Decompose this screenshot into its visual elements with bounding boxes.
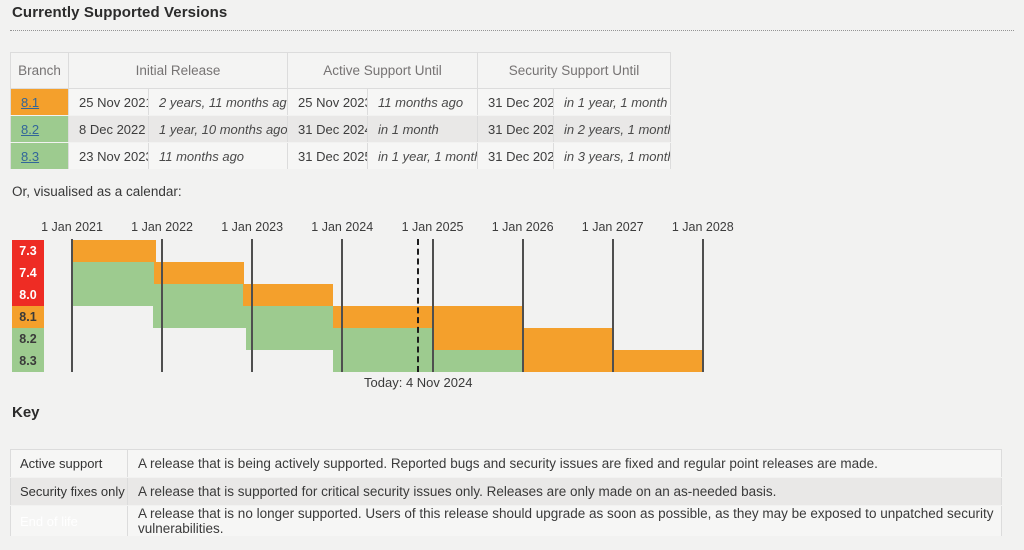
key-row: Active support A release that is being ac… — [10, 449, 1002, 478]
version-label-7.3: 7.3 — [12, 240, 44, 262]
version-label-7.4: 7.4 — [12, 262, 44, 284]
security-support-date-cell: 31 Dec 2027 — [477, 142, 554, 170]
active-support-relative-cell: in 1 year, 1 month — [367, 142, 478, 170]
active-support-bar — [72, 262, 154, 284]
year-gridline — [701, 239, 704, 372]
active-support-relative-cell: in 1 month — [367, 115, 478, 143]
column-header-active-support: Active Support Until — [287, 52, 479, 89]
security-support-bar — [333, 306, 523, 328]
key-heading: Key — [12, 404, 40, 421]
year-gridline — [71, 239, 73, 372]
key-description: A release that is being actively support… — [127, 449, 1002, 478]
key-swatch-eol: End of life — [10, 505, 128, 537]
initial-release-relative-cell: 11 months ago — [147, 142, 288, 170]
title-divider — [10, 30, 1014, 31]
initial-release-date-cell: 23 Nov 2023 — [68, 142, 149, 170]
year-gridline — [161, 239, 164, 372]
calendar-intro-text: Or, visualised as a calendar: — [12, 184, 182, 199]
security-support-bar — [153, 262, 244, 284]
axis-tick-label: 1 Jan 2025 — [401, 220, 464, 234]
security-support-bar — [72, 240, 156, 262]
year-gridline — [521, 239, 524, 372]
branch-link-8.1[interactable]: 8.1 — [21, 94, 40, 110]
initial-release-date-cell: 25 Nov 2021 — [68, 88, 149, 116]
column-header-initial-release: Initial Release — [67, 52, 289, 89]
axis-tick-label: 1 Jan 2027 — [581, 220, 644, 234]
initial-release-relative-cell: 1 year, 10 months ago — [147, 115, 288, 143]
support-table: Branch Initial Release Active Support Un… — [10, 52, 672, 170]
branch-cell: 8.1 — [10, 88, 69, 116]
axis-tick-label: 1 Jan 2024 — [311, 220, 374, 234]
axis-tick-label: 1 Jan 2028 — [671, 220, 734, 234]
active-support-relative-cell: 11 months ago — [367, 88, 478, 116]
key-table-body: Active support A release that is being ac… — [10, 449, 1002, 537]
column-header-branch: Branch — [10, 52, 69, 89]
branch-link-8.3[interactable]: 8.3 — [21, 148, 40, 164]
support-table-row: 8.2 8 Dec 2022 1 year, 10 months ago 31 Dec… — [10, 115, 671, 143]
key-table: Active support A release that is being ac… — [10, 449, 1002, 537]
year-gridline — [341, 239, 344, 372]
year-gridline — [611, 239, 614, 372]
key-swatch-active: Active support — [10, 449, 128, 478]
security-support-relative-cell: in 1 year, 1 month — [553, 88, 671, 116]
security-support-date-cell: 31 Dec 2025 — [477, 88, 554, 116]
branch-cell: 8.3 — [10, 142, 69, 170]
security-support-relative-cell: in 3 years, 1 month — [553, 142, 671, 170]
support-table-row: 8.1 25 Nov 2021 2 years, 11 months ago 25 N… — [10, 88, 671, 116]
version-label-8.2: 8.2 — [12, 328, 44, 350]
initial-release-date-cell: 8 Dec 2022 — [68, 115, 149, 143]
axis-tick-label: 1 Jan 2023 — [221, 220, 284, 234]
version-label-8.3: 8.3 — [12, 350, 44, 372]
branch-link-8.2[interactable]: 8.2 — [21, 121, 40, 137]
key-swatch-security: Security fixes only — [10, 477, 128, 506]
active-support-bar — [332, 350, 523, 372]
key-row: Security fixes only A release that is sup… — [10, 477, 1002, 506]
year-gridline — [431, 239, 434, 372]
active-support-bar — [72, 284, 244, 306]
active-support-bar — [246, 328, 433, 350]
security-support-date-cell: 31 Dec 2026 — [477, 115, 554, 143]
axis-tick-label: 1 Jan 2022 — [131, 220, 193, 234]
version-label-8.1: 8.1 — [12, 306, 44, 328]
column-header-security-support: Security Support Until — [477, 52, 672, 89]
key-description: A release that is supported for critical… — [127, 477, 1002, 506]
security-support-relative-cell: in 2 years, 1 month — [553, 115, 671, 143]
today-label: Today: 4 Nov 2024 — [364, 375, 473, 390]
security-support-bar — [243, 284, 334, 306]
version-label-8.0: 8.0 — [12, 284, 44, 306]
active-support-bar — [152, 306, 334, 328]
key-row: End of life A release that is no longer s… — [10, 505, 1002, 537]
today-line — [417, 239, 420, 372]
branch-cell: 8.2 — [10, 115, 69, 143]
axis-tick-label: 1 Jan 2021 — [41, 220, 103, 234]
page-title: Currently Supported Versions — [12, 4, 228, 21]
active-support-date-cell: 31 Dec 2024 — [287, 115, 368, 143]
axis-tick-label: 1 Jan 2026 — [491, 220, 554, 234]
key-description: A release that is no longer supported. U… — [127, 505, 1002, 537]
support-table-row: 8.3 23 Nov 2023 11 months ago 31 Dec 2025 in… — [10, 142, 671, 170]
year-gridline — [251, 239, 254, 372]
support-table-header-row: Branch Initial Release Active Support Un… — [10, 52, 672, 89]
active-support-date-cell: 25 Nov 2023 — [287, 88, 368, 116]
support-table-body: 8.1 25 Nov 2021 2 years, 11 months ago 25 N… — [10, 88, 671, 170]
initial-release-relative-cell: 2 years, 11 months ago — [147, 88, 288, 116]
active-support-date-cell: 31 Dec 2025 — [287, 142, 368, 170]
